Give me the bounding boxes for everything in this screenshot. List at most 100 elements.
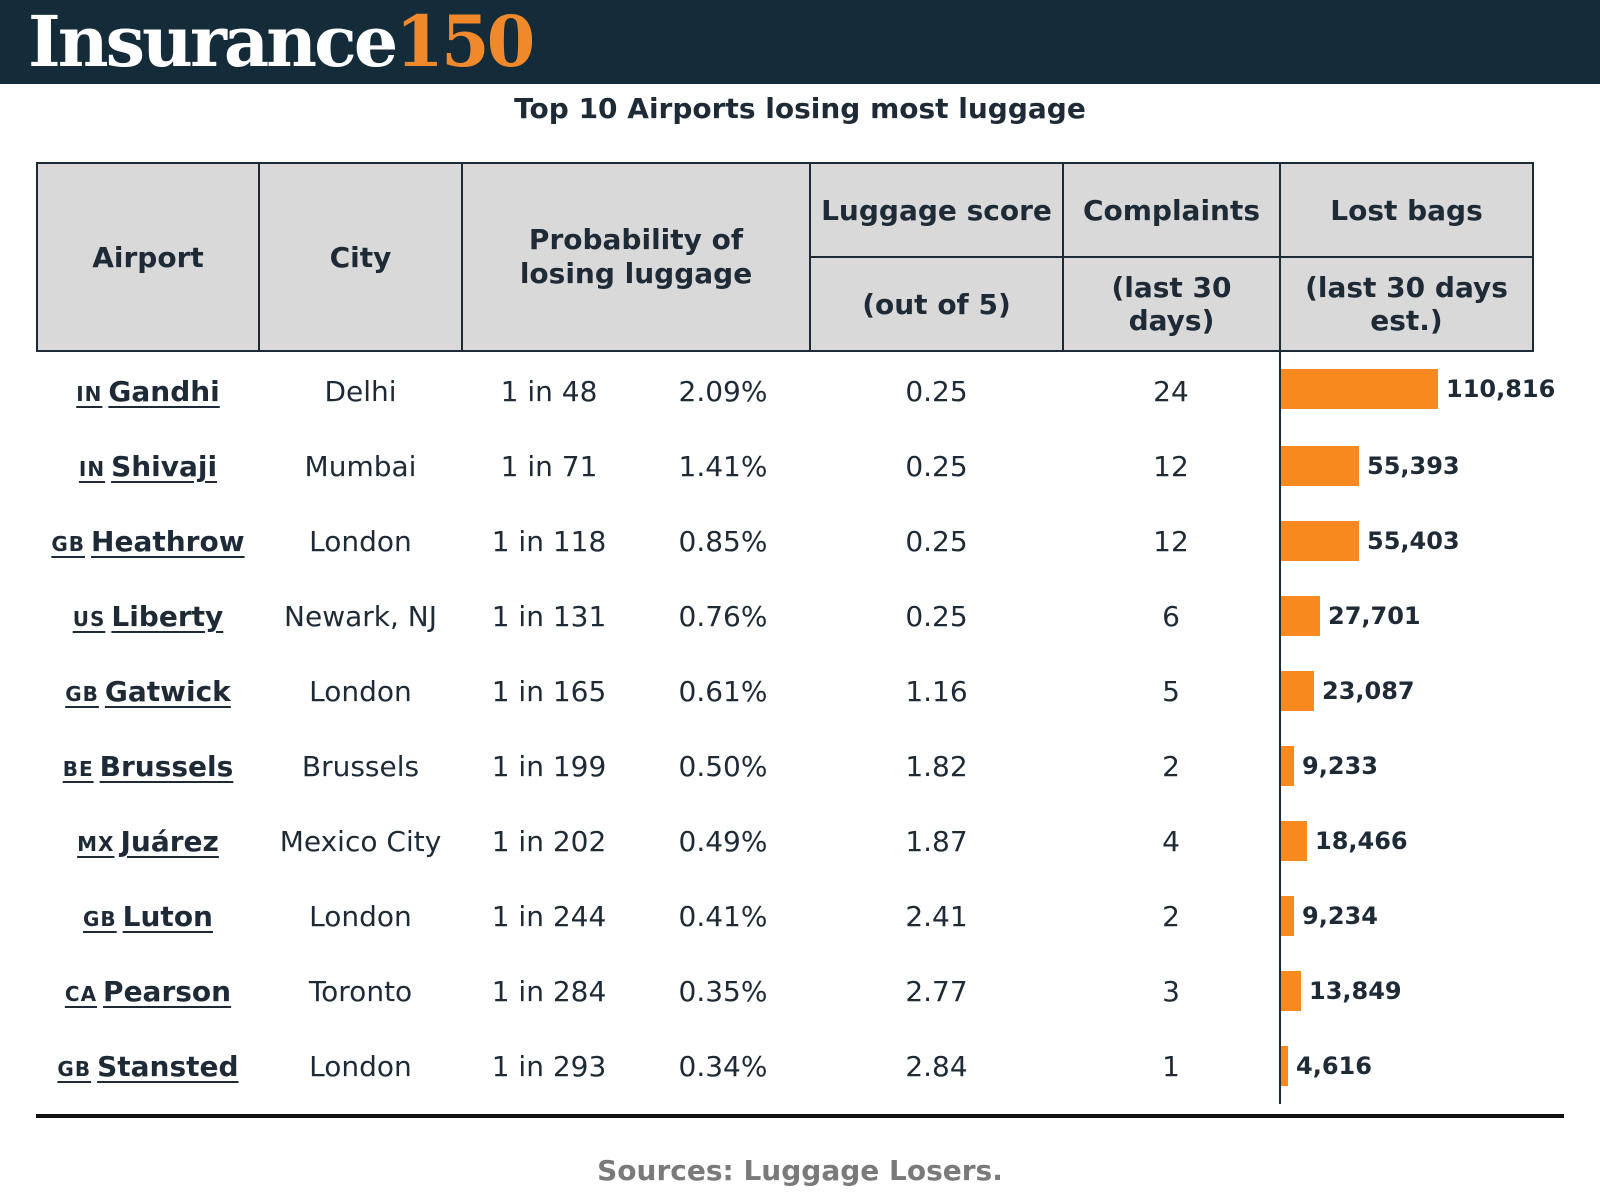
odds-cell: 1 in 199 [491, 750, 607, 783]
airports-table: Airport City Probability of losing lugga… [36, 162, 1555, 1104]
complaints-cell: 1 [1162, 1050, 1180, 1083]
odds-cell: 1 in 165 [491, 675, 607, 708]
airport-link[interactable]: GB Stansted [57, 1050, 238, 1083]
percent-cell: 0.41% [678, 900, 768, 933]
score-cell: 0.25 [905, 375, 968, 408]
header-bar: Insurance150 [0, 0, 1600, 84]
table-row: GB Stansted London 1 in 293 0.34% 2.84 1 4,616 [37, 1029, 1533, 1104]
lost-bags-cell: 55,393 [1279, 429, 1533, 504]
lost-bags-label: 9,233 [1302, 752, 1378, 780]
table-row: MX Juárez Mexico City 1 in 202 0.49% 1.87 4 18,… [37, 804, 1533, 879]
lost-bags-bar [1281, 1046, 1288, 1086]
table-row: IN Gandhi Delhi 1 in 48 2.09% 0.25 24 110,816 [37, 351, 1555, 429]
airport-name: Shivaji [111, 450, 218, 483]
score-cell: 0.25 [905, 525, 968, 558]
airport-link[interactable]: GB Luton [83, 900, 213, 933]
table-row: GB Luton London 1 in 244 0.41% 2.41 2 9,234 [37, 879, 1533, 954]
country-code: US [72, 607, 106, 631]
percent-cell: 0.61% [678, 675, 768, 708]
lost-bags-label: 4,616 [1296, 1052, 1372, 1080]
table-row: CA Pearson Toronto 1 in 284 0.35% 2.77 3 13,849 [37, 954, 1533, 1029]
lost-bags-label: 13,849 [1309, 977, 1402, 1005]
complaints-cell: 3 [1162, 975, 1180, 1008]
percent-cell: 0.76% [678, 600, 768, 633]
country-code: GB [51, 532, 86, 556]
percent-cell: 0.85% [678, 525, 768, 558]
city-cell: Toronto [308, 975, 413, 1008]
lost-bags-label: 110,816 [1446, 375, 1556, 403]
lost-bags-cell: 27,701 [1279, 579, 1533, 654]
complaints-cell: 6 [1162, 600, 1180, 633]
percent-cell: 0.49% [678, 825, 768, 858]
lost-bags-bar [1281, 671, 1314, 711]
header-airport: Airport [36, 162, 260, 352]
lost-bags-cell: 4,616 [1279, 1029, 1533, 1104]
score-cell: 0.25 [905, 600, 968, 633]
lost-bags-cell: 18,466 [1279, 804, 1533, 879]
airport-name: Pearson [103, 975, 232, 1008]
complaints-cell: 12 [1153, 450, 1189, 483]
header-lost: Lost bags [1279, 162, 1534, 258]
airport-name: Gatwick [104, 675, 231, 708]
airport-cell: IN Shivaji [37, 429, 259, 504]
table-row: US Liberty Newark, NJ 1 in 131 0.76% 0.25 6 27,… [37, 579, 1533, 654]
lost-bags-label: 27,701 [1328, 602, 1421, 630]
source-note: Sources: Luggage Losers. [597, 1154, 1003, 1187]
airport-cell: US Liberty [37, 579, 259, 654]
airport-link[interactable]: IN Gandhi [76, 375, 220, 408]
score-cell: 0.25 [905, 450, 968, 483]
country-code: MX [77, 832, 115, 856]
score-cell: 2.41 [905, 900, 968, 933]
airport-link[interactable]: CA Pearson [65, 975, 231, 1008]
city-cell: Newark, NJ [284, 600, 437, 633]
percent-cell: 0.35% [678, 975, 768, 1008]
airport-name: Gandhi [108, 375, 220, 408]
header-score-sub: (out of 5) [809, 256, 1064, 352]
percent-cell: 0.50% [678, 750, 768, 783]
city-cell: London [309, 525, 412, 558]
airport-link[interactable]: GB Heathrow [51, 525, 244, 558]
score-cell: 1.82 [905, 750, 968, 783]
airport-link[interactable]: MX Juárez [77, 825, 219, 858]
lost-bags-cell: 55,403 [1279, 504, 1533, 579]
odds-cell: 1 in 284 [491, 975, 607, 1008]
header-probability-text: Probability of losing luggage [519, 223, 753, 290]
complaints-cell: 2 [1162, 900, 1180, 933]
header-complaints-sub: (last 30 days) [1062, 256, 1281, 352]
table-bottom-rule [36, 1114, 1564, 1118]
odds-cell: 1 in 131 [491, 600, 607, 633]
country-code: BE [62, 757, 94, 781]
score-cell: 1.87 [905, 825, 968, 858]
airport-cell: MX Juárez [37, 804, 259, 879]
airport-link[interactable]: US Liberty [73, 600, 224, 633]
city-cell: London [309, 675, 412, 708]
odds-cell: 1 in 118 [491, 525, 607, 558]
lost-bags-cell: 9,233 [1279, 729, 1533, 804]
brand-word: Insurance [28, 0, 398, 83]
city-cell: London [309, 900, 412, 933]
airport-name: Luton [122, 900, 213, 933]
brand-number: 150 [395, 0, 535, 83]
airport-link[interactable]: BE Brussels [63, 750, 234, 783]
airport-cell: BE Brussels [37, 729, 259, 804]
city-cell: Mumbai [304, 450, 417, 483]
country-code: GB [65, 682, 99, 706]
complaints-cell: 2 [1162, 750, 1180, 783]
brand-logo: Insurance150 [28, 0, 535, 83]
airport-cell: IN Gandhi [37, 351, 259, 429]
score-cell: 2.77 [905, 975, 968, 1008]
airport-cell: GB Stansted [37, 1029, 259, 1104]
country-code: IN [78, 457, 106, 481]
odds-cell: 1 in 202 [491, 825, 607, 858]
airport-name: Brussels [99, 750, 234, 783]
lost-bags-cell: 13,849 [1279, 954, 1533, 1029]
city-cell: Mexico City [279, 825, 442, 858]
odds-cell: 1 in 48 [500, 375, 598, 408]
header-score: Luggage score [809, 162, 1064, 258]
airport-cell: GB Gatwick [37, 654, 259, 729]
airport-link[interactable]: IN Shivaji [79, 450, 217, 483]
lost-bags-bar [1281, 746, 1294, 786]
complaints-cell: 4 [1162, 825, 1180, 858]
lost-bags-label: 23,087 [1322, 677, 1415, 705]
airport-link[interactable]: GB Gatwick [65, 675, 231, 708]
